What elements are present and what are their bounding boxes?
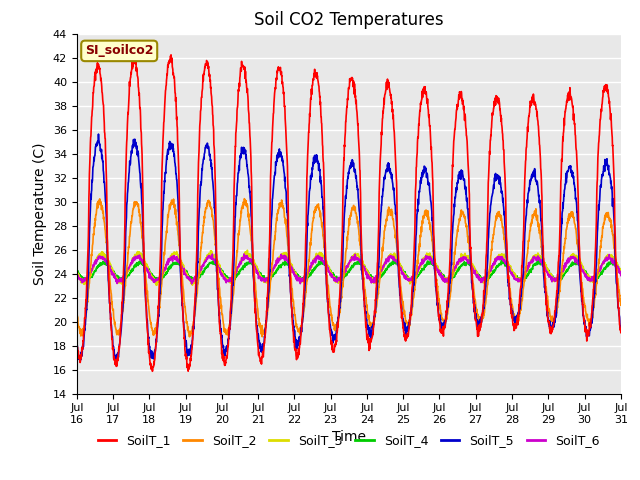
SoilT_5 — [570, 175, 577, 181]
Line: SoilT_2: SoilT_2 — [77, 199, 621, 337]
SoilT_4 — [570, 262, 577, 268]
SoilT_4 — [497, 258, 505, 264]
SoilT_1 — [584, 329, 592, 335]
SoilT_3 — [508, 267, 515, 273]
SoilT_1 — [167, 52, 175, 58]
SoilT_6 — [570, 253, 577, 259]
SoilT_4 — [508, 267, 515, 273]
SoilT_4 — [225, 276, 232, 282]
SoilT_2 — [73, 312, 81, 318]
SoilT_6 — [584, 275, 592, 280]
SoilT_3 — [617, 268, 625, 274]
SoilT_1 — [225, 331, 233, 337]
SoilT_3 — [73, 269, 81, 275]
SoilT_4 — [374, 279, 382, 285]
SoilT_1 — [617, 330, 625, 336]
SoilT_5 — [508, 308, 515, 313]
SoilT_1 — [148, 369, 156, 374]
SoilT_4 — [584, 274, 592, 279]
SoilT_2 — [508, 296, 515, 302]
SoilT_3 — [244, 247, 252, 253]
SoilT_3 — [189, 282, 196, 288]
SoilT_5 — [365, 332, 372, 337]
SoilT_5 — [225, 332, 233, 338]
Line: SoilT_5: SoilT_5 — [77, 134, 621, 362]
SoilT_3 — [377, 269, 385, 275]
Line: SoilT_3: SoilT_3 — [77, 250, 621, 285]
SoilT_2 — [570, 215, 577, 220]
SoilT_1 — [73, 341, 81, 347]
SoilT_3 — [570, 253, 577, 259]
SoilT_1 — [377, 149, 385, 155]
SoilT_2 — [225, 327, 232, 333]
Line: SoilT_1: SoilT_1 — [77, 55, 621, 372]
SoilT_6 — [73, 272, 81, 278]
SoilT_4 — [376, 274, 384, 279]
SoilT_5 — [617, 323, 625, 329]
Line: SoilT_6: SoilT_6 — [77, 254, 621, 284]
SoilT_4 — [73, 268, 81, 274]
SoilT_2 — [241, 196, 248, 202]
SoilT_5 — [73, 338, 81, 344]
SoilT_1 — [508, 311, 515, 316]
SoilT_6 — [365, 273, 372, 279]
SoilT_3 — [225, 277, 232, 283]
Legend: SoilT_1, SoilT_2, SoilT_3, SoilT_4, SoilT_5, SoilT_6: SoilT_1, SoilT_2, SoilT_3, SoilT_4, Soil… — [93, 429, 605, 452]
SoilT_3 — [584, 271, 592, 277]
SoilT_2 — [377, 266, 385, 272]
X-axis label: Time: Time — [332, 431, 366, 444]
SoilT_2 — [186, 334, 193, 340]
SoilT_5 — [377, 213, 385, 219]
SoilT_4 — [365, 271, 372, 276]
SoilT_6 — [240, 251, 248, 257]
SoilT_3 — [365, 271, 372, 277]
SoilT_4 — [617, 269, 625, 275]
SoilT_1 — [570, 107, 577, 112]
SoilT_6 — [508, 271, 515, 276]
Title: Soil CO2 Temperatures: Soil CO2 Temperatures — [254, 11, 444, 29]
Line: SoilT_4: SoilT_4 — [77, 261, 621, 282]
SoilT_5 — [584, 329, 592, 335]
SoilT_5 — [95, 131, 102, 137]
SoilT_2 — [617, 302, 625, 308]
SoilT_6 — [617, 273, 625, 278]
SoilT_5 — [112, 359, 120, 365]
SoilT_6 — [188, 281, 196, 287]
SoilT_2 — [365, 312, 372, 318]
SoilT_6 — [225, 279, 232, 285]
SoilT_6 — [377, 268, 385, 274]
Y-axis label: Soil Temperature (C): Soil Temperature (C) — [33, 143, 47, 285]
SoilT_2 — [584, 317, 592, 323]
Text: SI_soilco2: SI_soilco2 — [85, 44, 154, 58]
SoilT_1 — [365, 342, 372, 348]
